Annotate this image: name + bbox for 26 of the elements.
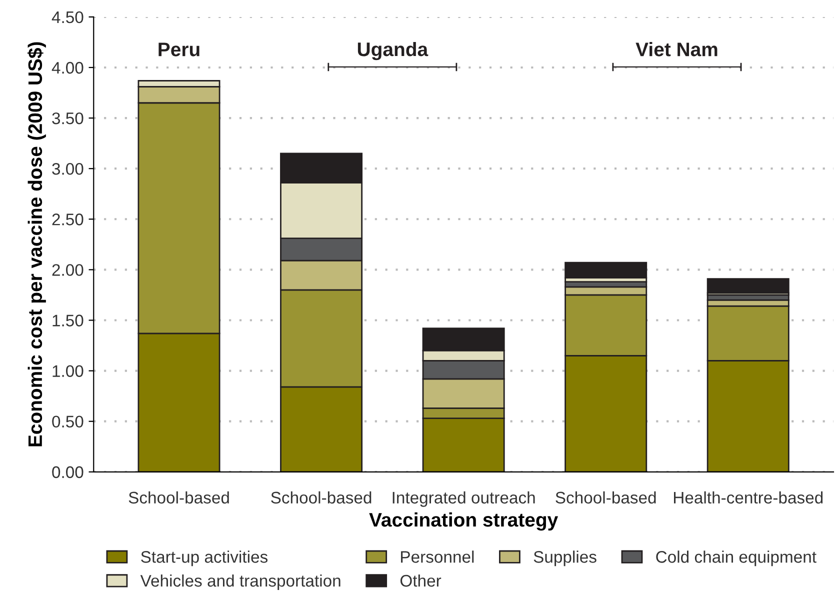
legend-label: Start-up activities [141,550,268,566]
x-tick-label: School-based [271,491,372,504]
x-tick-label: Integrated outreach [392,491,535,507]
annotation: Peru [158,42,200,56]
y-tick-label: 3.50 [52,112,84,124]
legend-label: Personnel [401,550,474,563]
x-tick-label: Health-centre-based [674,491,823,504]
legend-label: Vehicles and transportation [140,574,340,590]
y-tick-label: 4.50 [52,11,84,24]
y-tick-label: 1.50 [52,314,84,326]
annotation: Viet Nam [636,42,718,56]
x-tick-label: School-based [556,491,656,504]
y-axis-title: Economic cost per vaccine dose (2009 US$) [27,42,46,446]
legend-label: Supplies [534,550,596,566]
legend-label: Other [400,574,442,587]
x-tick-label: School-based [128,491,229,504]
y-tick-label: 0.00 [52,466,84,478]
x-axis-title: Vaccination strategy [369,512,558,531]
legend-label: Cold chain equipment [656,550,816,566]
y-tick-label: 1.00 [52,365,84,377]
y-tick-label: 3.00 [52,162,84,175]
y-tick-label: 4.00 [52,62,84,74]
y-tick-label: 0.50 [52,416,84,428]
y-tick-label: 2.00 [52,264,84,276]
y-tick-label: 2.50 [52,214,84,226]
annotation: Uganda [358,42,428,60]
